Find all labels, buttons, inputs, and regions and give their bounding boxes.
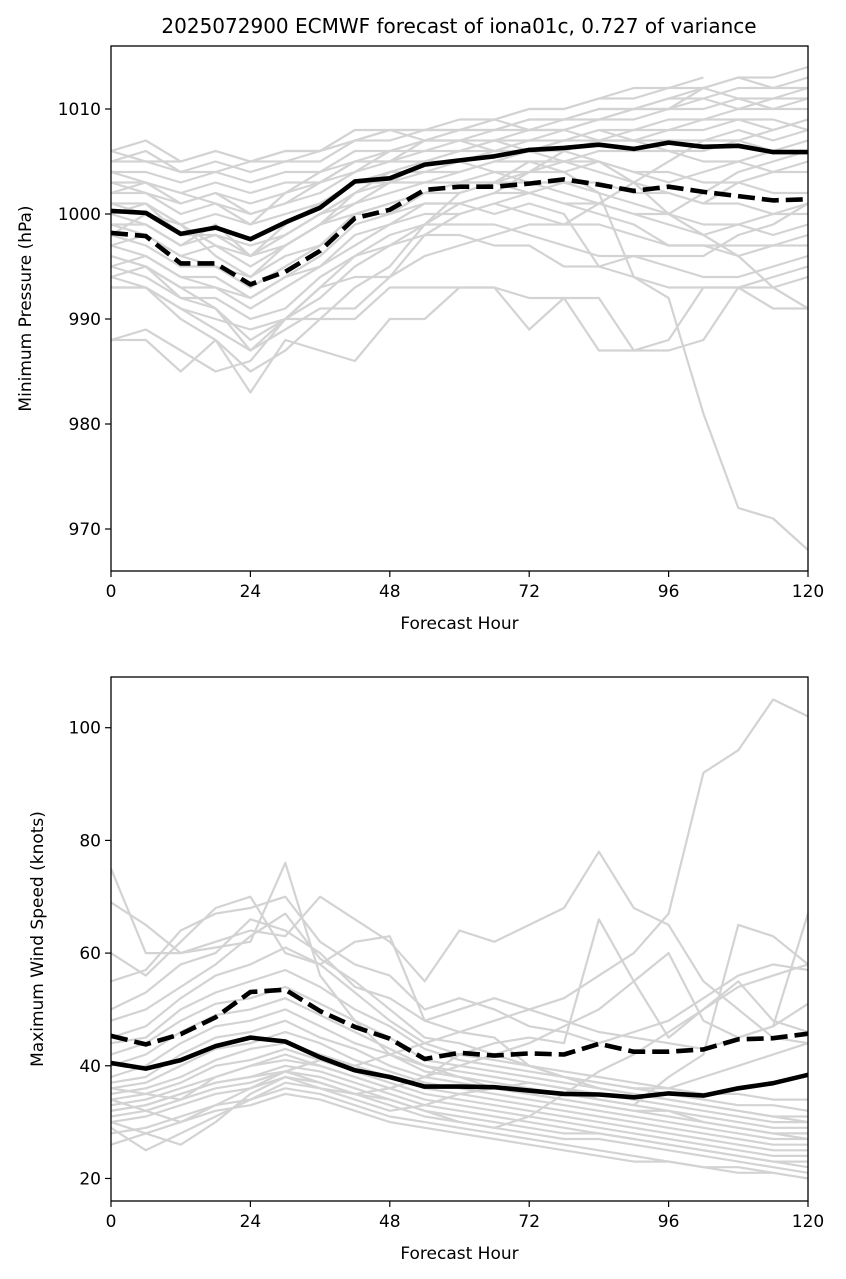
wind-x-tick-label: 72: [518, 1212, 540, 1232]
wind-ensemble-line-8: [110, 968, 809, 1112]
wind-ensemble-line-23: [110, 913, 810, 1101]
wind-ensemble-line-24: [110, 918, 809, 1124]
wind-y-tick-label: 20: [79, 1169, 101, 1189]
wind-ensemble-line-4: [110, 895, 809, 1045]
wind-y-axis-label: Maximum Wind Speed (knots): [28, 811, 48, 1067]
pressure-ensemble-line-26: [110, 286, 808, 373]
wind-y-tick-label: 40: [79, 1057, 101, 1077]
pressure-x-tick-label: 0: [106, 582, 117, 602]
pressure-y-tick-label: 1010: [58, 100, 101, 120]
pressure-solid-line: [110, 140, 808, 242]
pressure-ensemble-line-16: [110, 118, 809, 226]
wind-x-tick-label: 48: [379, 1212, 401, 1232]
wind-ensemble-line-25: [110, 923, 809, 1146]
pressure-highlight-lines: [110, 140, 809, 287]
pressure-y-tick-label: 1000: [58, 205, 101, 225]
pressure-ensemble-line-29: [110, 118, 809, 258]
pressure-x-tick-label: 48: [379, 582, 401, 602]
pressure-ensemble-line-12: [110, 223, 809, 321]
pressure-ensemble-line-17: [111, 139, 809, 258]
pressure-x-ticks: 0 24 48 72 96 120: [106, 571, 824, 602]
pressure-y-ticks: 970 980 990 1000 1010: [58, 100, 111, 540]
wind-x-tick-label: 120: [792, 1212, 824, 1232]
wind-x-tick-label: 96: [658, 1212, 680, 1232]
wind-ensemble-line-21: [110, 1092, 809, 1180]
pressure-y-tick-label: 990: [69, 310, 101, 330]
wind-plot-frame: [110, 676, 809, 1202]
wind-x-ticks: 0 24 48 72 96 120: [106, 1201, 824, 1232]
wind-y-tick-label: 100: [69, 719, 101, 739]
pressure-ensemble-line-24: [111, 160, 809, 551]
wind-ensemble-line-12: [110, 1019, 808, 1135]
pressure-x-tick-label: 72: [518, 582, 540, 602]
pressure-ensemble-line-27: [110, 76, 704, 216]
wind-y-tick-label: 80: [79, 831, 101, 851]
pressure-x-tick-label: 96: [658, 582, 680, 602]
pressure-y-axis-label: Minimum Pressure (hPa): [16, 205, 36, 411]
wind-ensemble-line-18: [110, 1070, 809, 1169]
wind-highlight-lines: [110, 987, 809, 1100]
wind-ensemble-line-2: [110, 850, 809, 1045]
wind-ensemble-line-22: [110, 698, 809, 1112]
wind-ensemble-line-15: [110, 1047, 808, 1152]
wind-solid-line: [110, 1035, 809, 1100]
pressure-panel: 0 24 48 72 96 120 970 980 990 1000 1010 Forecast …: [16, 45, 824, 634]
pressure-plot-frame: [110, 45, 809, 572]
wind-dashed-line: [110, 987, 809, 1062]
pressure-x-tick-label: 120: [792, 582, 824, 602]
pressure-x-tick-label: 24: [240, 582, 262, 602]
pressure-y-tick-label: 980: [69, 415, 101, 435]
wind-ensemble-lines: [109, 698, 810, 1180]
pressure-dashed-line: [110, 177, 809, 287]
pressure-x-axis-label: Forecast Hour: [400, 614, 518, 634]
pressure-y-tick-label: 970: [69, 520, 101, 540]
wind-ensemble-line-26: [110, 963, 809, 1152]
wind-ensemble-line-5: [110, 918, 809, 1050]
wind-ensemble-line-10: [110, 997, 808, 1124]
pressure-ensemble-line-28: [110, 97, 808, 163]
wind-ensemble-line-6: [110, 912, 809, 1090]
pressure-ensemble-line-22: [110, 191, 809, 342]
wind-y-ticks: 20 40 60 80 100: [69, 719, 111, 1189]
wind-ensemble-line-11: [110, 1008, 808, 1129]
wind-x-tick-label: 24: [240, 1212, 262, 1232]
wind-x-axis-label: Forecast Hour: [400, 1244, 518, 1264]
figure-title: 2025072900 ECMWF forecast of iona01c, 0.…: [161, 14, 756, 38]
wind-panel: 0 24 48 72 96 120 20 40 60 80 100 Forecast Hour M…: [28, 676, 824, 1264]
pressure-ensemble-line-23: [110, 149, 809, 352]
wind-x-tick-label: 0: [106, 1212, 117, 1232]
pressure-ensemble-line-30: [110, 160, 809, 258]
wind-y-tick-label: 60: [79, 944, 101, 964]
